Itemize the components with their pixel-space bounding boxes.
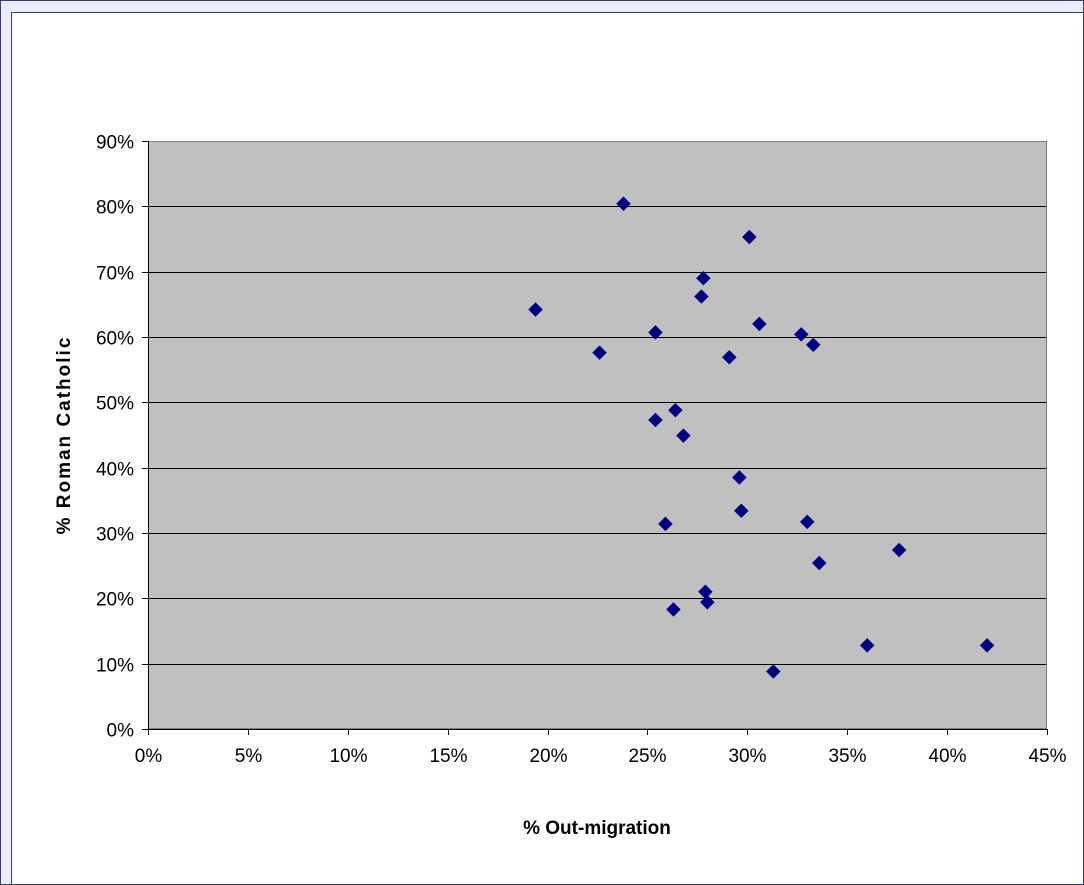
data-point [648,412,663,428]
y-tick-label: 70% [96,264,134,285]
y-axis-title: % Roman Catholic [54,336,75,535]
x-tick-labels: 0% 5% 10% 15% 20% 25% 30% 35% 40% 45% [135,746,1067,767]
data-point [733,503,749,519]
data-point [666,602,681,617]
data-point [668,402,683,418]
y-tick-label: 60% [96,329,134,350]
data-point [694,289,709,304]
y-tick-label: 40% [96,460,134,481]
plot-area [148,141,1047,729]
data-point [721,349,737,365]
data-point [741,229,757,245]
y-tick-label: 50% [96,394,134,415]
data-point [616,196,631,212]
y-tick-label: 30% [96,525,134,546]
x-tick-label: 25% [628,746,666,767]
data-point [805,337,821,353]
x-tick-label: 40% [928,746,966,767]
data-point [859,638,875,653]
data-points [528,196,995,679]
x-tick-label: 20% [529,746,567,767]
data-point [811,555,827,571]
x-axis-title: % Out-migration [523,818,671,839]
y-tick-label: 20% [96,590,134,611]
y-tick-label: 80% [96,198,134,219]
data-point [799,514,815,530]
data-point [979,638,995,653]
data-point [528,302,543,317]
data-point [676,428,691,444]
data-point [891,542,907,558]
axes [142,141,1048,735]
y-tick-labels: 0% 10% 20% 30% 40% 50% 60% 70% 80% 90% [96,133,134,742]
data-point [592,345,607,361]
data-point [731,470,747,485]
y-tick-label: 0% [107,721,135,742]
y-tick-label: 10% [96,656,134,677]
data-point [658,516,673,532]
x-tick-label: 30% [728,746,766,767]
y-tick-label: 90% [96,133,134,154]
data-point [751,316,767,332]
x-tick-label: 0% [135,746,163,767]
data-point [700,594,715,610]
data-point [793,327,809,342]
gridlines [148,141,1047,729]
x-tick-label: 15% [429,746,467,767]
x-tick-label: 10% [329,746,367,767]
x-tick-label: 5% [235,746,263,767]
data-point [696,270,711,286]
data-point [648,325,663,340]
data-point [765,664,781,679]
x-tick-label: 45% [1028,746,1066,767]
x-tick-label: 35% [828,746,866,767]
